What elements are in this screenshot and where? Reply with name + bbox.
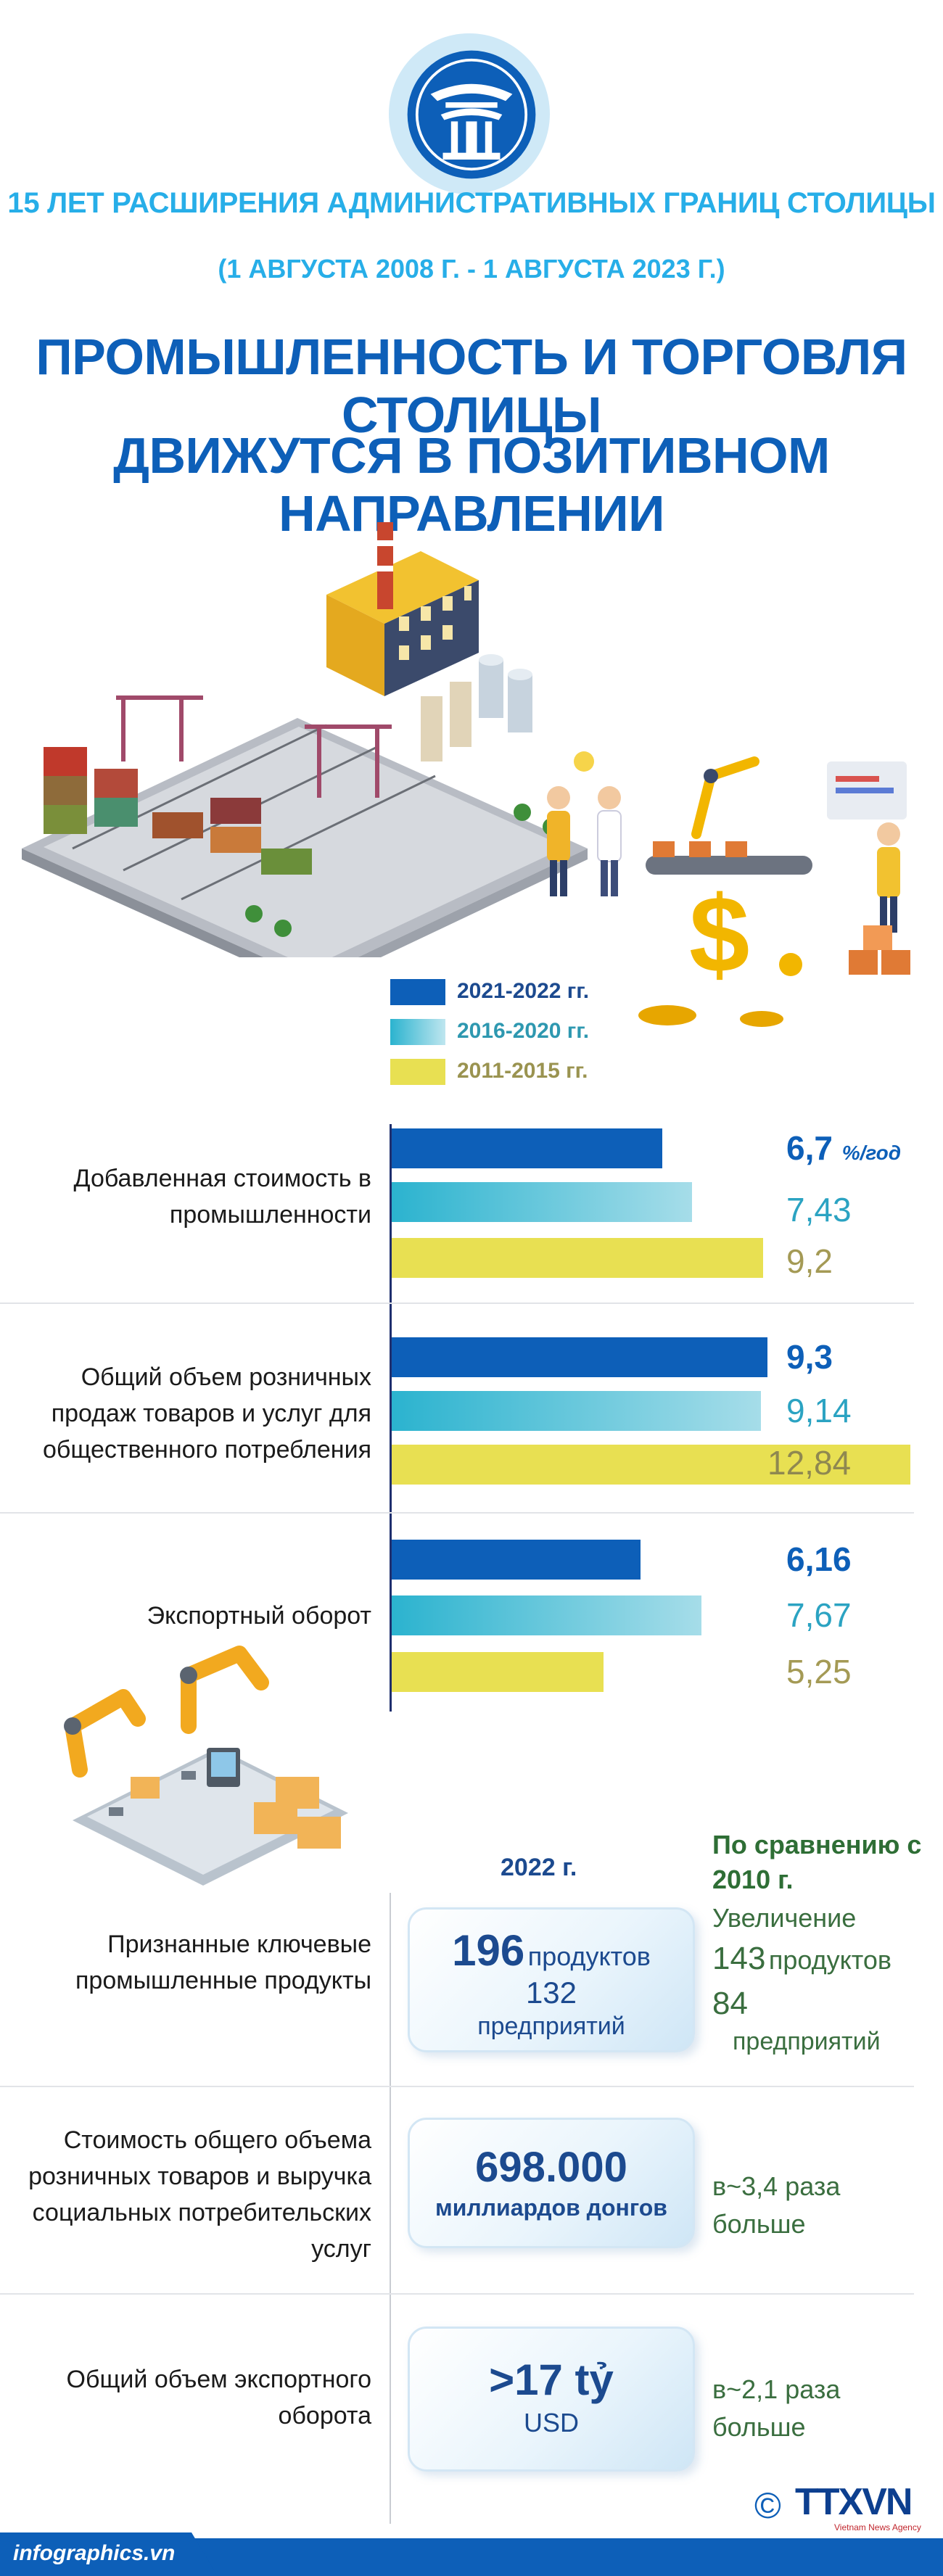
hanoi-emblem-icon — [407, 50, 536, 179]
legend-label-2011-2015: 2011-2015 гг. — [457, 1059, 588, 1083]
value-box-key-products: 196 продуктов 132 предприятий — [408, 1907, 695, 2052]
value-label-export-2016-2020: 7,67 — [786, 1596, 852, 1634]
value-export-unit: USD — [523, 2408, 579, 2437]
compare-products-count: 143 — [712, 1941, 766, 1976]
legend-swatch-2021-2022 — [390, 979, 445, 1005]
row-label-retail-value: Стоимость общего объема розничных товаро… — [28, 2126, 371, 2263]
legend-label-2016-2020: 2016-2020 гг. — [457, 1019, 590, 1043]
category-label-export: Экспортный оборот — [147, 1602, 371, 1630]
ttxvn-logo-text: TTXVN — [795, 2481, 913, 2523]
value-label-industry-2016-2020: 7,43 — [786, 1191, 852, 1229]
table-divider — [390, 1893, 391, 2524]
value-line-products: 196 продуктов — [410, 1925, 693, 1976]
bar-retail-2021-2022 — [392, 1337, 767, 1377]
bar-retail-2011-2015 — [392, 1445, 910, 1485]
bar-retail-2016-2020 — [392, 1391, 761, 1431]
category-label-retail: Общий объем розничных продаж товаров и у… — [43, 1363, 371, 1464]
value-label-export-2021-2022: 6,16 — [786, 1540, 852, 1578]
value-label-retail-2016-2020: 9,14 — [786, 1392, 852, 1429]
factory-workers-illustration: $ — [547, 751, 910, 1027]
column-header-compare: По сравнению с 2010 г. — [712, 1830, 922, 1894]
legend-swatch-2011-2015 — [390, 1059, 445, 1085]
value-label-industry-2011-2015: 9,2 — [786, 1242, 833, 1280]
bar-industry-2021-2022 — [392, 1128, 662, 1168]
compare-products-unit: продуктов — [768, 1945, 892, 1975]
value-label-retail-2021-2022: 9,3 — [786, 1338, 833, 1376]
value-box-retail-value: 698.000 миллиардов донгов — [408, 2118, 695, 2248]
category-label-industry: Добавленная стоимость в промышленности — [73, 1165, 371, 1229]
value-products-count: 196 — [452, 1926, 525, 1975]
value-label-industry-2021-2022: 6,7 — [786, 1129, 833, 1167]
value-label: 6,7 %/год — [786, 1128, 901, 1173]
legend-swatch-2016-2020 — [390, 1019, 445, 1045]
bar-industry-2016-2020 — [392, 1182, 692, 1222]
chart-separator — [0, 1303, 914, 1304]
page-title-line1: ПРОМЫШЛЕННОСТЬ И ТОРГОВЛЯ СТОЛИЦЫ — [36, 329, 907, 443]
copyright-symbol: © — [754, 2485, 781, 2526]
value-retail-amount: 698.000 — [475, 2144, 627, 2191]
compare-increase-title: Увеличение — [712, 1903, 857, 1933]
value-label-export-2011-2015: 5,25 — [786, 1653, 852, 1690]
compare-export-ratio: в~2,1 раза — [712, 2374, 841, 2404]
row-label-export-value: Общий объем экспортного оборота — [66, 2366, 371, 2430]
value-unit-label: %/год — [841, 1142, 902, 1164]
chart-axis — [390, 1124, 392, 1712]
compare-retail-more: больше — [712, 2209, 806, 2239]
svg-text:$: $ — [689, 873, 749, 995]
ttxvn-logo-subtitle: Vietnam News Agency — [834, 2522, 921, 2532]
compare-enterprises-count: 84 — [712, 1986, 748, 2021]
bar-export-2011-2015 — [392, 1652, 604, 1692]
bar-export-2021-2022 — [392, 1540, 641, 1580]
compare-enterprises-unit: предприятий — [733, 2028, 881, 2055]
value-box-export-value: >17 tỷ USD — [408, 2327, 695, 2472]
compare-products-line: 143 продуктов — [712, 1941, 891, 1977]
value-retail-unit: миллиардов донгов — [435, 2195, 667, 2221]
table-separator — [0, 2086, 914, 2087]
value-enterprises-unit: предприятий — [477, 2012, 625, 2040]
value-enterprises-count: 132 — [525, 1976, 577, 2010]
row-label-key-products: Признанные ключевые промышленные продукт… — [75, 1931, 371, 1994]
value-export-amount: >17 tỷ — [489, 2356, 614, 2404]
page-title-line2: ДВИЖУТСЯ В ПОЗИТИВНОМ НАПРАВЛЕНИИ — [113, 427, 830, 542]
value-label-retail-2011-2015: 12,84 — [767, 1444, 852, 1482]
robot-conveyor-illustration — [64, 1646, 348, 1886]
table-separator — [0, 2293, 914, 2295]
footer-tab — [0, 2532, 218, 2576]
compare-export-more: больше — [712, 2412, 806, 2442]
value-products-unit: продуктов — [527, 1941, 651, 1971]
header-dates: (1 АВГУСТА 2008 Г. - 1 АВГУСТА 2023 Г.) — [218, 254, 725, 284]
bar-industry-2011-2015 — [392, 1238, 763, 1278]
footer-site-link[interactable]: infographics.vn — [13, 2541, 176, 2565]
industrial-park-illustration — [22, 522, 588, 957]
bar-export-2016-2020 — [392, 1595, 701, 1635]
chart-separator — [0, 1512, 914, 1514]
compare-retail-ratio: в~3,4 раза — [712, 2171, 841, 2201]
header-subtitle: 15 ЛЕТ РАСШИРЕНИЯ АДМИНИСТРАТИВНЫХ ГРАНИ… — [7, 187, 936, 219]
legend-label-2021-2022: 2021-2022 гг. — [457, 979, 590, 1003]
column-header-2022: 2022 г. — [501, 1854, 577, 1881]
